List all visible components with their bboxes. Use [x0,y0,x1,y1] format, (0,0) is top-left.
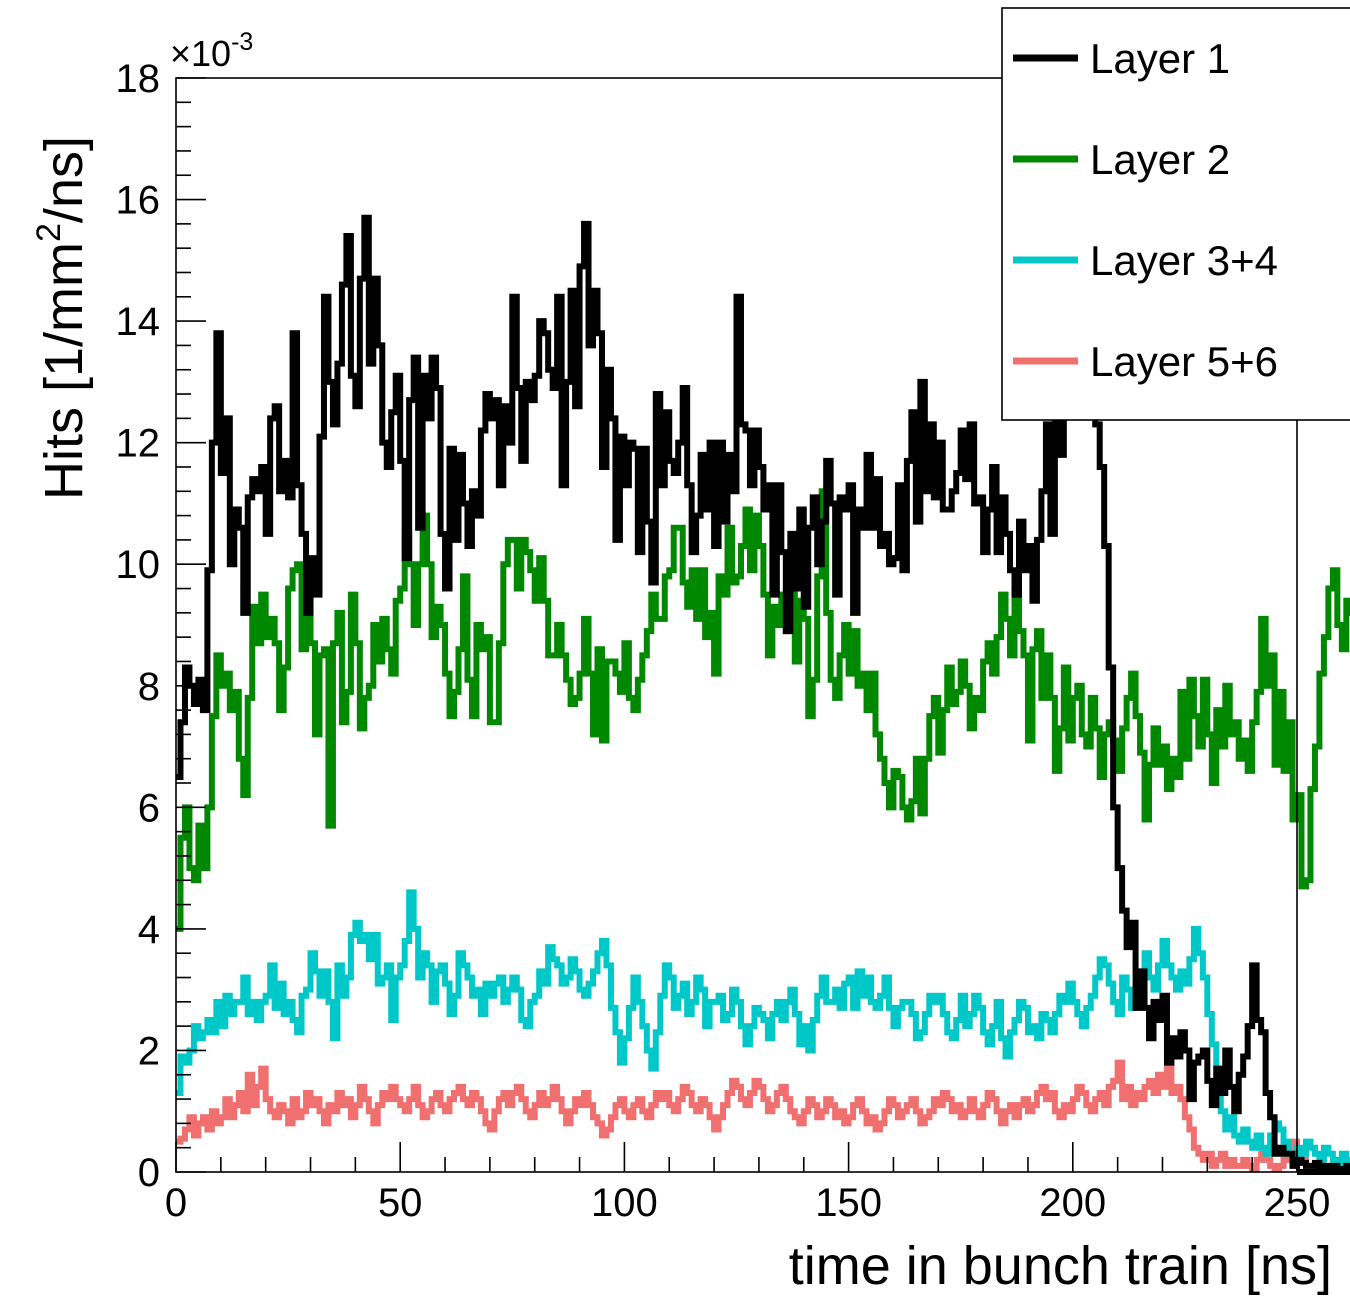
x-tick-label: 200 [1039,1181,1106,1225]
y-axis-title: Hits [1/mm2/ns] [30,136,94,500]
y-tick-label: 8 [138,665,160,709]
y-multiplier-base: ×10 [170,33,231,74]
x-axis-title: time in bunch train [ns] [789,1236,1332,1296]
series-line-1 [176,214,1350,1175]
x-tick-label: 50 [378,1181,423,1225]
y-axis-title-sup: 2 [30,223,68,242]
y-tick-label: 16 [116,179,161,223]
legend-label-3: Layer 3+4 [1090,237,1278,284]
x-tick-label: 0 [165,1181,187,1225]
y-multiplier: ×10-3 [170,28,253,74]
y-tick-label: 0 [138,1151,160,1195]
y-tick-label: 14 [116,300,161,344]
y-multiplier-exponent: -3 [231,28,253,56]
x-tick-label: 100 [591,1181,658,1225]
y-tick-label: 6 [138,786,160,830]
label-layer: 0 50 100 150 200 250 0 2 4 6 8 10 12 14 16 18 [116,57,1331,1225]
legend-label-2: Layer 2 [1090,136,1230,183]
tick-layer [175,77,1298,1173]
legend-label-1: Layer 1 [1090,35,1230,82]
y-tick-label: 2 [138,1029,160,1073]
y-axis-title-main: Hits [1/mm [34,242,94,500]
y-tick-label: 10 [116,543,161,587]
x-tick-label: 150 [815,1181,882,1225]
plot-frame [175,77,1298,1173]
x-tick-label: 250 [1264,1181,1331,1225]
y-tick-label: 4 [138,908,160,952]
series-line-2 [176,488,1350,1175]
y-axis-title-tail: /ns] [34,136,94,223]
series-line-4 [176,1059,1350,1175]
y-tick-label: 18 [116,57,161,101]
legend: Layer 1 Layer 2 Layer 3+4 Layer 5+6 [1001,7,1350,421]
series-layer [176,214,1350,1175]
series-line-3 [176,889,1350,1175]
y-tick-label: 12 [116,422,161,466]
legend-box [1001,7,1350,421]
legend-label-4: Layer 5+6 [1090,338,1278,385]
